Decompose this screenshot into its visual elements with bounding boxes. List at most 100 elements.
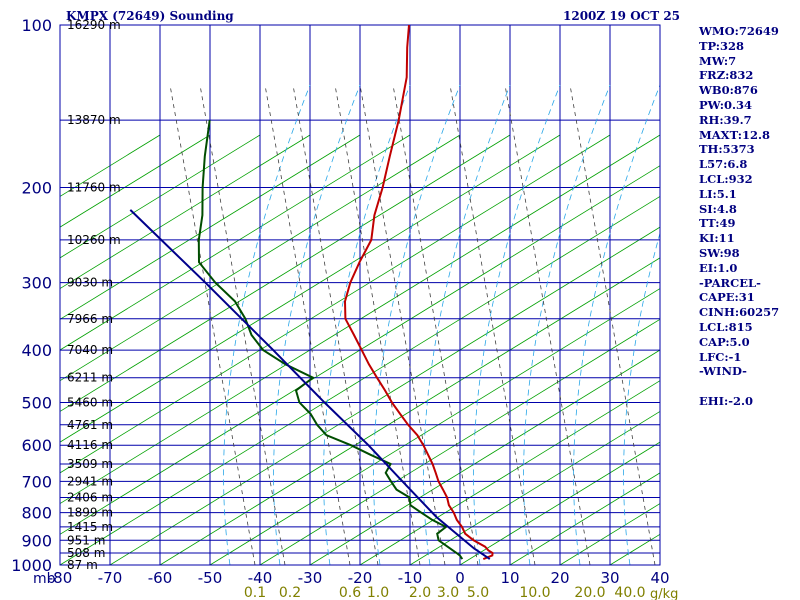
sounding-index: TP:328 [699,38,745,53]
sounding-index: MW:7 [699,53,737,68]
temperature-tick-label: -50 [198,569,223,587]
pressure-tick-label: 800 [21,504,52,523]
mixing-ratio-label: 0.6 [339,585,361,600]
sounding-index: EI:1.0 [699,260,738,275]
temperature-tick-label: -40 [248,569,273,587]
temperature-tick-label: 0 [455,569,465,587]
height-label: 5460 m [67,395,113,409]
pressure-tick-label: 700 [21,472,52,491]
pressure-tick-label: 900 [21,531,52,550]
sounding-index: -WIND- [699,364,747,379]
temperature-tick-label: -60 [148,569,173,587]
temperature-tick-labels: -80 -70 -60 -50 -40 -30 -20 -10 0 10 20 30 40 [48,569,670,587]
dry-adiabat-line [60,134,411,351]
mixing-ratio-label: 0.2 [279,585,301,600]
sounding-index: CINH:60257 [699,305,780,320]
sounding-index: KI:11 [699,231,735,246]
height-label: 1899 m [67,506,113,520]
moist-adiabat-line [273,84,361,565]
mixing-ratio-lines [169,84,656,565]
dry-adiabat-line [409,410,660,565]
mixing-ratio-label: 2.0 [409,585,431,600]
sounding-index: SW:98 [699,245,740,260]
sounding-index [699,379,779,394]
dry-adiabat-line [359,380,660,565]
temperature-profile-line [343,25,494,561]
dry-adiabat-line [60,134,361,320]
sounding-index: LCL:932 [699,171,753,186]
height-label: 16290 m [67,18,121,32]
sounding-index: PW:0.34 [699,97,753,112]
temperature-tick-label: -20 [348,569,373,587]
height-label: 9030 m [67,276,113,290]
dry-adiabat-line [509,472,660,565]
moist-adiabat-line [373,84,461,565]
mixing-ratio-line [392,84,479,565]
temperature-tick-label: -30 [298,569,323,587]
mixing-ratio-label: 1.0 [367,585,389,600]
mixing-ratio-line [264,84,351,565]
height-label: 2941 m [67,474,113,488]
height-label: 508 m [67,546,105,560]
pressure-unit-label: mb [33,571,56,587]
sounding-index: WMO:72649 [699,24,779,38]
pressure-tick-labels: 100 200 300 400 500 600 700 800 900 1000 [11,16,52,575]
height-label: 6211 m [67,371,113,385]
sounding-index: FRZ:832 [699,68,754,83]
sounding-index: LFC:-1 [699,349,742,364]
moist-adiabat-line [473,84,561,565]
temperature-tick-label: 20 [550,569,569,587]
height-label: 7040 m [67,343,113,357]
mixing-ratio-label: 5.0 [467,585,489,600]
mixing-ratio-line [504,84,591,565]
sounding-index: RH:39.7 [699,112,752,127]
temperature-tick-label: -70 [98,569,123,587]
dry-adiabat-line [309,349,660,565]
mixing-ratio-line [569,84,656,565]
sounding-index: TT:49 [699,216,736,231]
sounding-series [129,25,494,561]
height-label: 1415 m [67,520,113,534]
pressure-tick-label: 200 [21,179,52,198]
height-label: 10260 m [67,233,121,247]
valid-time: 1200Z 19 OCT 25 [563,9,681,23]
height-label: 3509 m [67,457,113,471]
sounding-index: MAXT:12.8 [699,127,770,142]
dewpoint-profile-line [197,119,464,560]
mixing-ratio-labels: 0.1 0.2 0.6 1.0 2.0 3.0 5.0 10.0 20.0 40.0 [244,585,646,600]
mixing-ratio-label: 3.0 [437,585,459,600]
pressure-tick-label: 1000 [11,556,52,575]
dry-adiabat-line [60,134,311,290]
moist-adiabat-line [523,84,611,565]
temperature-tick-label: 10 [500,569,519,587]
dry-adiabat-line [60,134,211,228]
height-label: 7966 m [67,312,113,326]
station-title: KMPX (72649) Sounding [66,9,234,23]
height-label: 4116 m [67,438,113,452]
moist-adiabat-line [223,84,311,565]
mixing-ratio-unit-label: g/kg [650,587,678,600]
height-label: 13870 m [67,113,121,127]
moist-adiabat-lines [223,84,660,565]
sounding-index: SI:4.8 [699,201,737,216]
height-label: 87 m [67,558,98,572]
sounding-index: LI:5.1 [699,186,737,201]
moist-adiabat-line [573,84,660,565]
temperature-tick-label: 40 [650,569,669,587]
sounding-index: L57:6.8 [699,157,748,172]
sounding-index: WB0:876 [699,83,758,98]
mixing-ratio-line [199,84,286,565]
sounding-index: LCL:815 [699,319,753,334]
mixing-ratio-label: 20.0 [574,585,605,600]
sounding-index: CAPE:31 [699,290,755,305]
sounding-index: -PARCEL- [699,275,761,290]
sounding-indices-panel: WMO:72649 TP:328 MW:7 FRZ:832 WB0:876 PW:0.34… [699,24,779,409]
height-label: 11760 m [67,181,121,195]
temperature-tick-label: -10 [398,569,423,587]
mixing-ratio-line [449,84,536,565]
pressure-tick-label: 600 [21,436,52,455]
moist-adiabat-line [623,231,660,565]
moist-adiabat-line [323,84,411,565]
height-label: 951 m [67,533,105,547]
sounding-index: TH:5373 [699,142,755,157]
